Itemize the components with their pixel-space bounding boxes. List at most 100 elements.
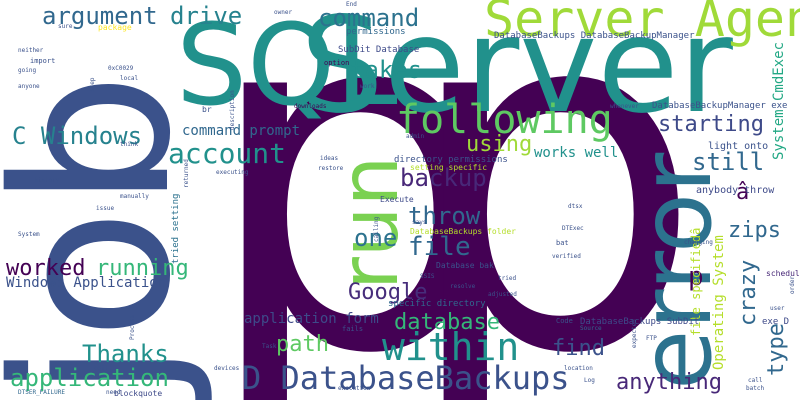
word-server-agent: Server Agent	[484, 0, 800, 48]
word-history: history	[34, 177, 60, 184]
word-p-small: p	[688, 262, 704, 292]
word-databasebackups-databasebackupmanager: DatabaseBackups DatabaseBackupManager	[494, 31, 695, 41]
word-anyone: anyone	[18, 83, 40, 90]
word-a-accent: â	[736, 180, 750, 205]
word-specific-directory: specific directory	[388, 299, 486, 309]
word-exe-d: exe D	[762, 317, 790, 327]
word-step: step	[89, 77, 96, 92]
word-expected: expected	[631, 319, 638, 348]
word-c-windows: C Windows	[12, 122, 143, 150]
word-sql: SQL	[176, 1, 398, 131]
word-within: within	[382, 325, 520, 369]
word-thanks: Thanks	[82, 340, 169, 368]
word-application-form: application form	[244, 311, 379, 327]
word-location: location	[564, 365, 593, 372]
word-package: package	[98, 23, 132, 32]
word-devices: devices	[214, 365, 240, 372]
word-adjusted: adjusted	[488, 291, 517, 298]
word-crazy: crazy	[736, 259, 761, 326]
word-database: database	[394, 310, 500, 335]
word-dtsx: dtsx	[568, 203, 583, 210]
word-0xc0029: 0xC0029	[108, 65, 134, 72]
word-resolve: resolve	[450, 283, 476, 290]
word-option: option	[324, 59, 350, 67]
word-blockquote: blockquote	[114, 389, 163, 398]
word-using: using	[466, 132, 533, 157]
word-dtexec: DTExec	[562, 225, 584, 232]
word-source: Source	[580, 325, 602, 332]
word-bat: bat	[556, 239, 569, 247]
word-schedule: schedule	[766, 269, 800, 278]
word-server: Server	[300, 0, 733, 143]
word-backup: backup	[400, 164, 487, 192]
word-ideas: ideas	[320, 155, 339, 162]
word-setting-specific: setting specific	[410, 163, 488, 172]
word-execution: execution	[338, 385, 371, 392]
word-task: Task	[262, 343, 277, 350]
word-executing: executing	[216, 169, 249, 176]
word-command-prompt: command prompt	[182, 123, 301, 139]
word-throw: throw	[408, 202, 481, 230]
word-d-databasebackups: D DatabaseBackups	[242, 359, 570, 397]
word-code: Code	[556, 317, 573, 325]
word-says: says	[412, 219, 427, 226]
word-order: order	[789, 275, 796, 294]
word-need: need	[106, 389, 121, 396]
word-type: type	[764, 323, 789, 376]
word-changing: changing	[684, 239, 713, 246]
word-following: following	[396, 97, 613, 143]
word-anybody-throw: anybody throw	[696, 185, 775, 196]
word-p: p	[400, 0, 705, 400]
word-one: one	[354, 224, 398, 252]
word-still: still	[692, 148, 765, 176]
word-drive: drive	[170, 2, 243, 30]
word-zips: zips	[728, 218, 781, 243]
word-command: command	[318, 4, 420, 32]
word-sure: sure	[58, 23, 73, 30]
word-admin: admin	[406, 133, 425, 140]
word-batch: batch	[746, 385, 765, 392]
word-operating-system: Operating System	[711, 235, 727, 370]
word-dtser-failure: DTSER_FAILURE	[18, 389, 65, 396]
word-downloads: downloads	[294, 103, 327, 110]
word-p: p	[200, 0, 505, 400]
word-argument: argument	[42, 2, 158, 30]
word-tried-setting: tried setting	[171, 193, 181, 264]
word-tried: tried	[498, 275, 517, 282]
word-br: br	[202, 105, 212, 114]
word-system: System	[18, 231, 40, 238]
word-subdit-database: SubDit Database	[338, 45, 420, 55]
word-end: End	[346, 1, 357, 8]
word-local: local	[120, 75, 139, 82]
word-file: file	[408, 232, 471, 262]
word-import: import	[30, 57, 56, 65]
word-work: work	[360, 83, 375, 90]
word-run: run	[323, 155, 416, 290]
word-whenever: whenever	[610, 103, 639, 110]
word-returned: returned	[183, 159, 190, 188]
word-owner: owner	[274, 9, 293, 16]
word-light-onto: light onto	[708, 141, 769, 152]
word-account: account	[168, 137, 287, 170]
word-databasebackups-folder: DatabaseBackups folder	[410, 227, 516, 236]
word-user: user	[770, 305, 785, 312]
word-anything: anything	[616, 370, 722, 395]
word-windows-application: Windows Application	[6, 275, 167, 291]
word-going: going	[18, 67, 37, 74]
word-takes: takes	[350, 56, 423, 84]
word-worked: worked	[6, 256, 86, 281]
word-log: Log	[584, 377, 595, 384]
word-database-bak: Database bak	[436, 261, 494, 270]
word-starting: starting	[658, 112, 764, 137]
word-databasebackups-subdit: DatabaseBackups SubDit	[580, 317, 700, 327]
word-find: find	[552, 336, 605, 361]
word-manually: manually	[120, 193, 149, 200]
word-path: path	[276, 332, 329, 357]
word-calling: calling	[373, 216, 380, 242]
word-restore: restore	[318, 165, 344, 172]
word-directory-permissions: directory permissions	[394, 155, 508, 165]
word-ftp: FTP	[646, 335, 657, 342]
word-process: Process	[129, 314, 136, 340]
word-application: application	[10, 364, 169, 392]
word-permissions: permissions	[346, 27, 406, 37]
